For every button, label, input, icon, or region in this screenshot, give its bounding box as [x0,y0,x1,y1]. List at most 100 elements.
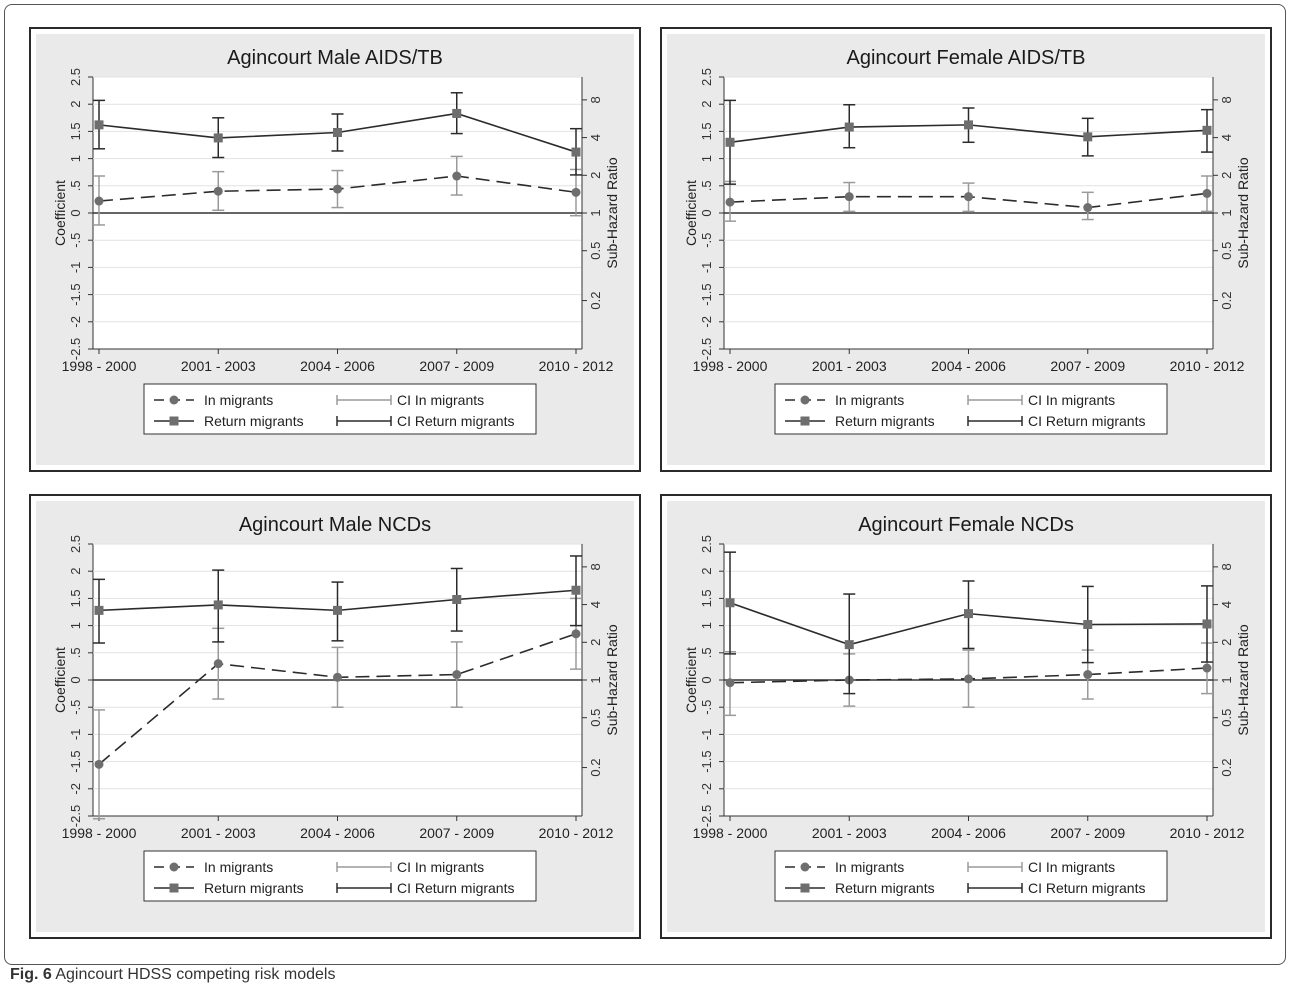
series-in-migrants [93,155,582,226]
legend-label: Return migrants [835,880,935,896]
x-tick-label: 1998 - 2000 [693,825,768,841]
y-tick-label: .5 [68,647,83,658]
x-tick-label: 2010 - 2012 [539,358,614,374]
data-point [964,674,973,684]
data-point [452,670,462,680]
y-tick-label: -1.5 [699,283,714,305]
chart-panel-female-ncds: Agincourt Female NCDs -2.5 -2 -1.5 -1 -.5 0.5 1… [660,494,1272,939]
y2-tick-label: 0.5 [1219,709,1234,727]
legend-box [143,383,537,435]
data-point [571,585,581,595]
y2-tick-label: 2 [1219,172,1234,179]
y-tick-label: 1.5 [68,122,83,140]
y2-tick-label: 0.5 [588,242,603,260]
data-point [1083,620,1093,630]
legend: In migrants CI In migrants Return migrants… [774,383,1168,435]
y2-axis-label: Sub-Hazard Ratio [1235,157,1251,268]
y-tick-label: -.5 [68,233,83,248]
y-axis-right: 0.2 0.5 1 2 4 8 [581,544,603,816]
y-tick-label: 0 [68,209,83,216]
y-tick-label: .5 [68,180,83,191]
x-tick-label: 2007 - 2009 [1050,358,1125,374]
y-tick-label: 2.5 [68,535,83,553]
data-point [1202,188,1212,198]
data-point [844,192,854,202]
data-point [452,171,462,181]
y-tick-label: -2.5 [68,338,83,360]
legend-label: CI Return migrants [397,413,514,429]
data-point [452,108,462,118]
x-tick-label: 2004 - 2006 [300,358,375,374]
y-tick-label: -1 [68,262,83,274]
y2-tick-label: 8 [588,96,603,103]
x-tick-label: 2004 - 2006 [931,825,1006,841]
y2-tick-label: 1 [588,209,603,216]
x-tick-label: 2001 - 2003 [181,358,256,374]
legend-marker-return-migrants [169,416,179,426]
y-axis-label: Coefficient [52,180,68,246]
y2-axis-label: Sub-Hazard Ratio [604,157,620,268]
legend-label: In migrants [835,392,904,408]
legend-marker-in-migrants [800,395,810,405]
x-tick-label: 2001 - 2003 [181,825,256,841]
y-axis-right: 0.2 0.5 1 2 4 8 [1212,544,1234,816]
x-tick-label: 2001 - 2003 [812,358,887,374]
y-axis-left: -2.5 -2 -1.5 -1 -.5 0 .5 1 1.5 2 2.5 [68,68,94,360]
y2-tick-label: 0.2 [588,292,603,310]
y-axis-left: -2.5 -2 -1.5 -1 -.5 0 .5 1 1.5 2 2.5 [699,535,725,827]
data-point [964,192,973,202]
legend-marker-in-migrants [800,862,810,872]
figure-caption: Fig. 6 Agincourt HDSS competing risk mod… [10,966,335,984]
legend-label: CI In migrants [1028,392,1115,408]
legend-box [143,850,537,902]
x-axis: 1998 - 2000 2001 - 2003 2004 - 2006 2007 - … [693,815,1245,841]
y2-tick-label: 0.5 [588,709,603,727]
y2-tick-label: 8 [588,563,603,570]
data-point [844,640,854,650]
y-tick-label: 2 [68,568,83,575]
x-tick-label: 2007 - 2009 [419,825,494,841]
y2-tick-label: 0.2 [1219,292,1234,310]
data-point [94,120,104,130]
y-tick-label: -.5 [699,233,714,248]
y-axis-label: Coefficient [52,647,68,713]
legend-marker-return-migrants [800,883,810,893]
series-in-migrants [93,597,582,820]
legend-label: Return migrants [835,413,935,429]
y2-tick-label: 2 [1219,639,1234,646]
y2-tick-label: 4 [588,134,603,141]
y-axis-right: 0.2 0.5 1 2 4 8 [1212,77,1234,349]
data-point [213,133,223,143]
chart-panel-male-ncds: Agincourt Male NCDs -2.5 -2 -1.5 -1 -.5 0.5 1 1.… [29,494,641,939]
chart-panel-male-aids-tb: Agincourt Male AIDS/TB -2.5 -2 -1.5 -1 -.5 0.5… [29,27,641,472]
y2-tick-label: 0.2 [588,759,603,777]
series-return-migrants [93,92,582,176]
chart-svg: Agincourt Male AIDS/TB-2.5-2-1.5-1-.50.5… [36,34,634,465]
chart-title: Agincourt Female AIDS/TB [847,47,1086,69]
legend-label: CI In migrants [1028,859,1115,875]
data-point [1083,203,1093,213]
data-point [333,605,342,615]
legend-box [774,383,1168,435]
y2-tick-label: 8 [1219,96,1234,103]
y-tick-label: 0 [699,209,714,216]
legend-label: CI Return migrants [1028,413,1145,429]
legend-label: In migrants [835,859,904,875]
y-tick-label: -1 [68,729,83,741]
data-point [213,659,223,669]
data-point [725,678,735,688]
data-point [725,197,735,207]
x-tick-label: 2001 - 2003 [812,825,887,841]
y2-tick-label: 4 [1219,134,1234,141]
y-axis-right: 0.2 0.5 1 2 4 8 [581,77,603,349]
series-return-migrants [724,99,1213,185]
data-point [213,186,223,196]
x-axis: 1998 - 2000 2001 - 2003 2004 - 2006 2007 - … [62,348,614,374]
y-tick-label: 1 [699,622,714,629]
y-tick-label: .5 [699,180,714,191]
y-tick-label: -2 [68,316,83,328]
data-point [725,137,735,147]
chart-title: Agincourt Male AIDS/TB [227,47,443,69]
y-axis-label: Coefficient [683,180,699,246]
y-tick-label: 1 [68,622,83,629]
